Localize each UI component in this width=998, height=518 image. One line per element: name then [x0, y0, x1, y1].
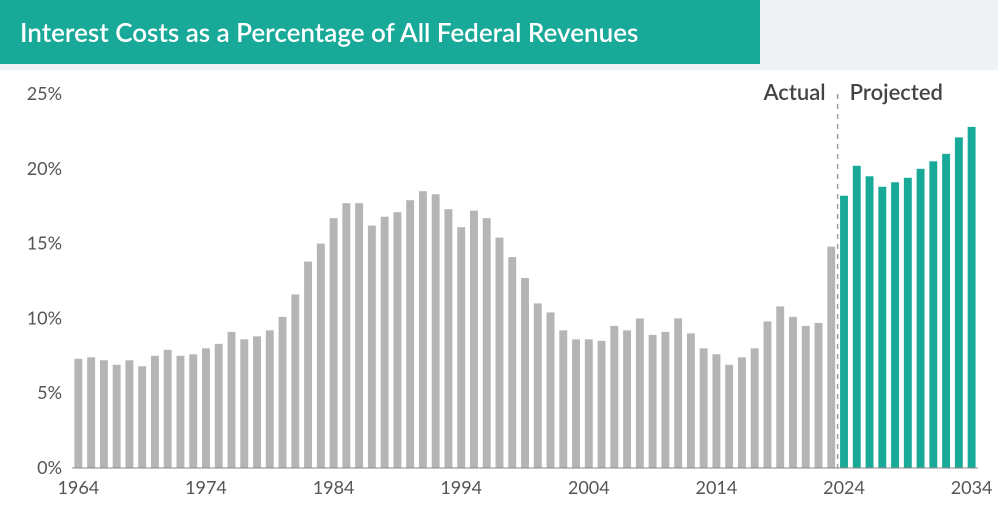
bar-actual	[87, 357, 95, 468]
bar-actual	[815, 323, 823, 468]
bar-actual	[470, 211, 478, 468]
bar-actual	[572, 339, 580, 468]
bar-actual	[444, 209, 452, 468]
bar-actual	[189, 354, 197, 468]
bar-projected	[929, 161, 937, 468]
bar-actual	[279, 317, 287, 468]
bar-actual	[457, 227, 465, 468]
bar-actual	[610, 326, 618, 468]
bar-actual	[253, 336, 261, 468]
bar-projected	[853, 166, 861, 468]
section-label-actual: Actual	[762, 78, 825, 105]
bar-actual	[649, 335, 657, 468]
bar-actual	[738, 357, 746, 468]
bar-actual	[598, 341, 606, 468]
bar-actual	[763, 321, 771, 468]
bar-projected	[917, 169, 925, 468]
y-axis-tick-label: 10%	[27, 306, 62, 328]
chart-title: Interest Costs as a Percentage of All Fe…	[20, 16, 638, 48]
bar-actual	[125, 360, 133, 468]
bar-actual	[368, 226, 376, 468]
chart-container: 0% 5% 10% 15% 20% 25% Actual Projected 1964 1974 1…	[0, 70, 998, 518]
bar-actual	[674, 318, 682, 468]
bar-actual	[330, 218, 338, 468]
bar-actual	[636, 318, 644, 468]
x-axis-tick-label: 2024	[823, 476, 865, 498]
y-axis-tick-label: 15%	[27, 232, 62, 254]
bar-actual	[483, 218, 491, 468]
bar-actual	[687, 333, 695, 468]
bar-actual	[215, 344, 223, 468]
bar-actual	[113, 365, 121, 468]
x-axis-tick-label: 1964	[57, 476, 99, 498]
bar-actual	[559, 330, 567, 468]
bar-actual	[381, 217, 389, 468]
bar-actual	[304, 262, 312, 468]
bar-actual	[623, 330, 631, 468]
bar-actual	[342, 203, 350, 468]
bar-actual	[138, 366, 146, 468]
bar-projected	[878, 187, 886, 468]
bar-projected	[904, 178, 912, 468]
bar-actual	[202, 348, 210, 468]
bar-actual	[802, 326, 810, 468]
bar-projected	[955, 137, 963, 468]
x-axis-tick-label: 2034	[951, 476, 993, 498]
x-axis-tick-label: 1994	[440, 476, 482, 498]
bar-actual	[661, 332, 669, 468]
bar-actual	[317, 244, 325, 468]
chart-title-bar: Interest Costs as a Percentage of All Fe…	[0, 0, 760, 64]
bar-projected	[840, 196, 848, 468]
bar-projected	[968, 127, 976, 468]
x-axis-tick-label: 2014	[696, 476, 738, 498]
bar-actual	[393, 212, 401, 468]
x-axis-tick-label: 2004	[568, 476, 610, 498]
bar-actual	[534, 303, 542, 468]
bar-actual	[585, 339, 593, 468]
section-label-projected: Projected	[850, 78, 943, 105]
interest-cost-bar-chart: 0% 5% 10% 15% 20% 25% Actual Projected 1964 1974 1…	[0, 70, 998, 518]
bar-projected	[891, 182, 899, 468]
bar-actual	[547, 312, 555, 468]
bar-actual	[751, 348, 759, 468]
y-axis-tick-label: 25%	[27, 82, 62, 104]
bar-actual	[406, 200, 414, 468]
bar-projected	[942, 154, 950, 468]
bar-actual	[776, 306, 784, 468]
bar-projected	[866, 176, 874, 468]
bar-actual	[228, 332, 236, 468]
bar-actual	[496, 238, 504, 468]
y-axis-tick-label: 5%	[37, 381, 62, 403]
bar-actual	[177, 356, 185, 468]
x-axis-tick-label: 1974	[185, 476, 227, 498]
bar-actual	[725, 365, 733, 468]
bar-actual	[266, 330, 274, 468]
bar-actual	[712, 354, 720, 468]
bar-actual	[419, 191, 427, 468]
bar-actual	[789, 317, 797, 468]
bar-actual	[700, 348, 708, 468]
bar-actual	[100, 360, 108, 468]
bar-actual	[355, 203, 363, 468]
y-axis-tick-label: 20%	[27, 157, 62, 179]
bar-actual	[240, 339, 248, 468]
bar-actual	[508, 257, 516, 468]
y-axis-tick-label: 0%	[37, 456, 62, 478]
bar-actual	[74, 359, 82, 468]
bar-actual	[521, 278, 529, 468]
bar-actual	[432, 194, 440, 468]
bar-actual	[827, 247, 835, 468]
bar-actual	[291, 294, 299, 468]
bar-actual	[151, 356, 159, 468]
x-axis-tick-label: 1984	[313, 476, 355, 498]
bar-actual	[164, 350, 172, 468]
